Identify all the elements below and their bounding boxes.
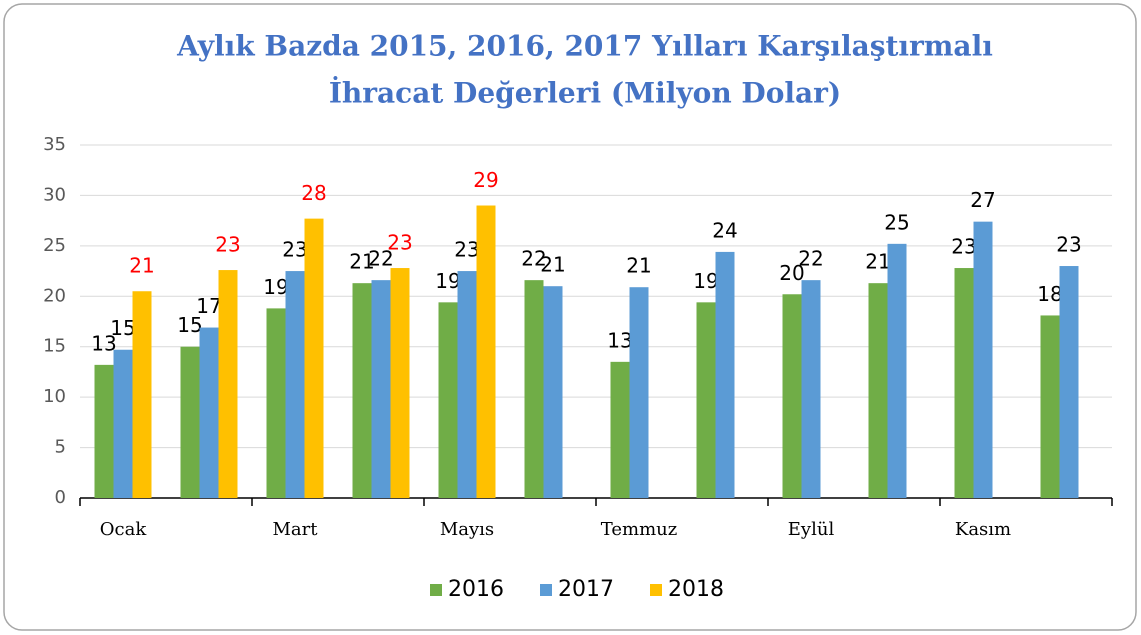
y-tick-label: 5	[55, 437, 66, 458]
value-label: 23	[454, 238, 479, 262]
value-label: 21	[865, 250, 890, 274]
legend-label: 2018	[668, 577, 724, 602]
value-label: 22	[368, 247, 393, 271]
value-label: 22	[798, 247, 823, 271]
bar	[390, 268, 410, 498]
chart-title: İhracat Değerleri (Milyon Dolar)	[329, 76, 841, 110]
value-label: 21	[626, 254, 651, 278]
bar	[610, 361, 630, 498]
value-label: 23	[951, 235, 976, 259]
y-tick-label: 25	[43, 235, 66, 256]
y-tick-label: 20	[43, 285, 66, 306]
bar	[696, 302, 716, 498]
chart-title: Aylık Bazda 2015, 2016, 2017 Yılları Kar…	[176, 30, 993, 63]
x-tick-label: Eylül	[788, 519, 835, 540]
bar	[782, 294, 802, 498]
x-tick-label: Mart	[273, 519, 319, 540]
y-tick-label: 35	[43, 134, 66, 155]
bar	[1059, 266, 1079, 498]
x-tick-label: Mayıs	[440, 519, 494, 540]
value-label: 21	[349, 250, 374, 274]
value-label: 23	[387, 231, 412, 255]
value-label: 22	[521, 247, 546, 271]
bar	[954, 268, 974, 498]
bar	[304, 218, 324, 498]
value-label: 19	[263, 275, 288, 299]
bar	[285, 271, 305, 498]
bar	[715, 251, 735, 498]
bar	[266, 308, 286, 498]
bar	[476, 205, 496, 498]
legend-swatch	[650, 584, 662, 596]
bar	[352, 283, 372, 498]
bar	[457, 271, 477, 498]
bar	[887, 243, 907, 498]
value-label: 23	[282, 238, 307, 262]
value-label: 27	[970, 188, 995, 212]
legend-label: 2017	[558, 577, 614, 602]
value-label: 29	[473, 168, 498, 192]
value-label: 18	[1037, 282, 1062, 306]
value-label: 23	[215, 233, 240, 257]
bar	[801, 280, 821, 498]
value-label: 21	[540, 253, 565, 277]
y-tick-label: 15	[43, 336, 66, 357]
legend-swatch	[430, 584, 442, 596]
bar	[1040, 315, 1060, 498]
y-tick-label: 10	[43, 386, 66, 407]
bar	[629, 287, 649, 498]
value-label: 21	[129, 254, 154, 278]
y-tick-label: 30	[43, 184, 66, 205]
bar	[973, 221, 993, 498]
legend-label: 2016	[448, 577, 504, 602]
x-tick-label: Kasım	[955, 519, 1011, 540]
bar	[199, 327, 219, 498]
value-label: 15	[110, 316, 135, 340]
bar	[438, 302, 458, 498]
value-label: 17	[196, 294, 221, 318]
value-label: 28	[301, 181, 326, 205]
bar	[524, 280, 544, 498]
bar	[180, 346, 200, 498]
y-tick-label: 0	[55, 487, 66, 508]
value-label: 20	[779, 261, 804, 285]
value-label: 13	[607, 328, 632, 352]
bar	[218, 270, 238, 498]
legend-swatch	[540, 584, 552, 596]
bar	[543, 286, 563, 498]
x-tick-label: Temmuz	[601, 519, 677, 540]
value-label: 15	[177, 313, 202, 337]
value-label: 19	[435, 269, 460, 293]
bar	[94, 364, 114, 498]
bar	[132, 291, 152, 498]
x-tick-label: Ocak	[100, 519, 148, 540]
value-label: 25	[884, 210, 909, 234]
value-label: 23	[1056, 233, 1081, 257]
value-label: 24	[712, 218, 737, 242]
bar	[113, 349, 133, 498]
value-label: 13	[91, 331, 116, 355]
bar	[868, 283, 888, 498]
bar	[371, 280, 391, 498]
value-label: 19	[693, 269, 718, 293]
